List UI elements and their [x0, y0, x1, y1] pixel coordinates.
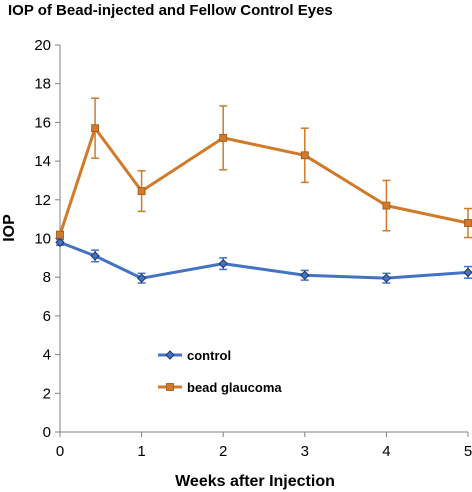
- x-tick-label: 3: [301, 443, 309, 460]
- y-tick-label: 16: [34, 114, 51, 131]
- series-line: [58, 126, 469, 236]
- y-tick-label: 18: [34, 76, 51, 93]
- y-tick-label: 2: [43, 385, 51, 402]
- series-line: [59, 240, 469, 280]
- data-point: [218, 258, 228, 269]
- data-point: [300, 151, 309, 160]
- y-tick-label: 10: [34, 231, 51, 248]
- series-control: [55, 237, 472, 284]
- x-axis-label: Weeks after Injection: [175, 473, 335, 490]
- data-point: [381, 273, 392, 283]
- series-layer: [55, 97, 472, 284]
- x-tick-label: 2: [219, 443, 227, 460]
- data-point: [464, 219, 472, 227]
- data-point: [300, 270, 310, 280]
- y-tick-label: 12: [34, 192, 51, 209]
- data-point: [463, 267, 472, 278]
- legend-marker: [166, 383, 174, 391]
- data-point: [91, 124, 99, 133]
- y-tick-label: 20: [34, 37, 51, 54]
- data-point: [382, 201, 391, 210]
- legend-marker: [165, 350, 175, 360]
- legend: control bead glaucoma: [158, 348, 282, 395]
- y-tick-label: 14: [34, 153, 51, 170]
- x-tick-label: 1: [137, 443, 145, 460]
- x-tick-label: 0: [56, 443, 64, 460]
- legend-label: bead glaucoma: [187, 380, 282, 395]
- series-bead-glaucoma: [56, 97, 472, 239]
- chart-title: IOP of Bead-injected and Fellow Control …: [8, 2, 333, 19]
- x-tick-label: 5: [464, 443, 472, 460]
- legend-item-bead-glaucoma: bead glaucoma: [158, 380, 282, 395]
- legend-item-control: control: [158, 348, 231, 363]
- data-point: [56, 230, 64, 239]
- data-point: [219, 133, 228, 142]
- y-tick-label: 6: [43, 308, 51, 325]
- x-tick-label: 4: [382, 443, 390, 460]
- y-tick-label: 4: [43, 347, 51, 364]
- y-tick-label: 0: [43, 424, 51, 441]
- y-axis-label: IOP: [1, 214, 18, 242]
- y-tick-label: 8: [43, 269, 51, 286]
- legend-label: control: [187, 348, 231, 363]
- data-point: [137, 187, 146, 195]
- data-point: [90, 251, 100, 261]
- data-point: [55, 237, 65, 248]
- data-point: [136, 273, 147, 283]
